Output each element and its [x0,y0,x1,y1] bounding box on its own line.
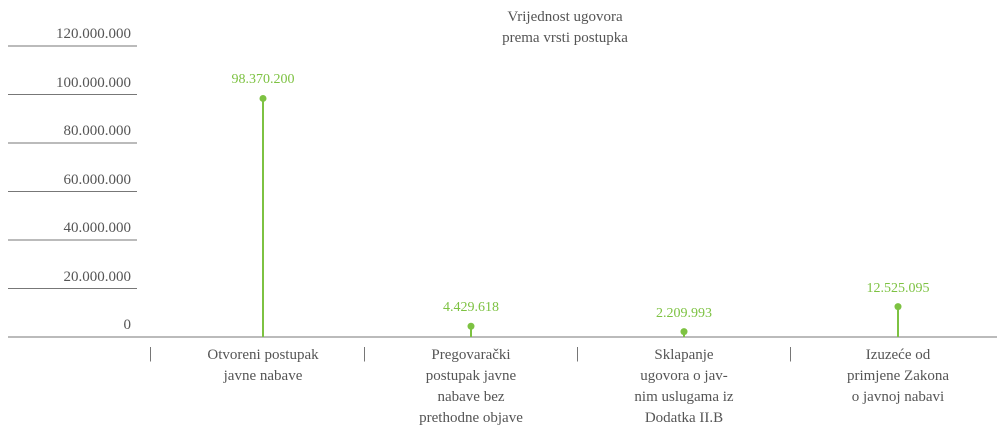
x-tick-label: Pregovarački postupak javne nabave bez p… [419,347,523,426]
value-label: 98.370.200 [231,72,295,88]
y-tick-label: 60.000.000 [63,171,132,188]
x-tick-label: Sklapanje ugovora o jav- nim uslugama iz… [634,347,734,426]
separator: | [363,345,367,362]
dot [467,322,475,330]
value-label: 12.525.095 [866,280,930,296]
x-tick-label: Otvoreni postupak javne nabave [207,347,319,384]
value-label: 4.429.618 [443,300,499,316]
y-tick-label: 40.000.000 [63,220,132,236]
y-tick-label: 20.000.000 [63,268,132,285]
separator: | [576,345,580,362]
separator: | [789,345,793,362]
y-tick-label: 100.000.000 [56,74,131,91]
value-label: 2.209.993 [656,305,712,321]
dot [894,303,902,311]
dot [680,328,688,336]
dot [259,94,267,102]
separator: | [149,345,153,362]
y-tick-label: 80.000.000 [63,123,132,139]
chart-title: Vrijednost ugovora prema vrsti postupka [502,9,628,46]
y-tick-label: 120.000.000 [56,26,131,42]
x-tick-label: Izuzeće od primjene Zakona o javnoj naba… [846,347,950,405]
y-tick-label: 0 [123,317,132,333]
